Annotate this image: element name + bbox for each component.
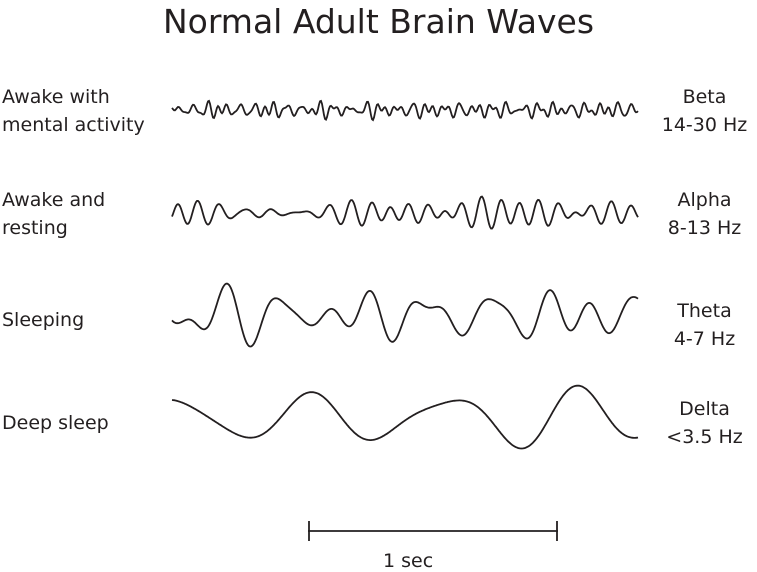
wave-frequency: 14-30 Hz	[661, 114, 748, 136]
delta-wave	[171, 384, 639, 450]
state-line: resting	[2, 217, 68, 239]
wave-name: Beta	[682, 86, 727, 108]
alpha-wave	[171, 195, 639, 230]
scale-bar	[308, 521, 558, 541]
beta-wave	[171, 99, 639, 122]
state-label-beta: Awake with mental activity	[2, 83, 145, 139]
wave-name: Delta	[679, 398, 730, 420]
theta-wave	[171, 282, 639, 348]
wave-frequency: <3.5 Hz	[666, 426, 743, 448]
wave-frequency: 4-7 Hz	[673, 328, 736, 350]
state-line: Awake with	[2, 86, 110, 108]
diagram-title: Normal Adult Brain Waves	[162, 2, 595, 41]
wave-frequency: 8-13 Hz	[667, 217, 742, 239]
state-line: Awake and	[2, 189, 106, 211]
wave-name: Alpha	[677, 189, 732, 211]
scale-bar-label: 1 sec	[383, 550, 434, 572]
wave-label-beta: Beta 14-30 Hz	[652, 83, 757, 139]
wave-name: Theta	[677, 300, 732, 322]
wave-label-alpha: Alpha 8-13 Hz	[652, 186, 757, 242]
state-label-delta: Deep sleep	[2, 412, 109, 434]
state-line: mental activity	[2, 114, 145, 136]
wave-label-delta: Delta <3.5 Hz	[652, 395, 757, 451]
state-label-theta: Sleeping	[2, 309, 85, 331]
state-label-alpha: Awake and resting	[2, 186, 105, 242]
wave-label-theta: Theta 4-7 Hz	[652, 297, 757, 353]
